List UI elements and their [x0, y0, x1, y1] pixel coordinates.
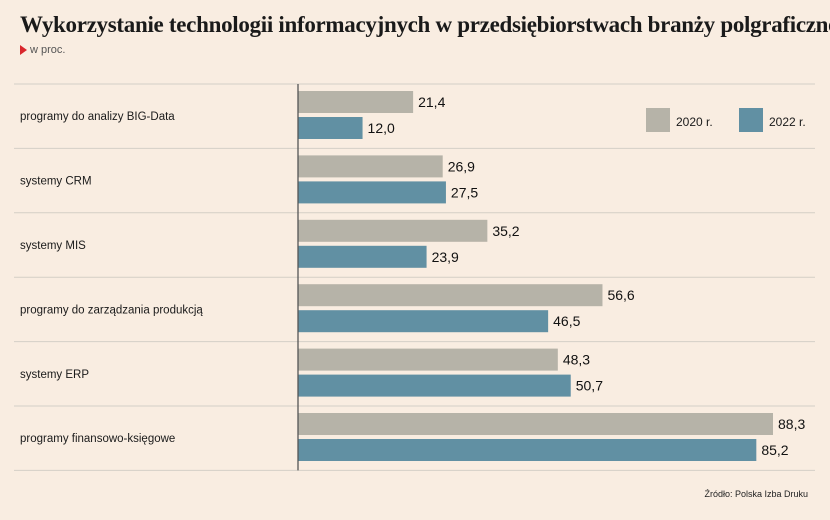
- bar-2022: [298, 439, 757, 461]
- data-label: 21,4: [418, 94, 445, 110]
- chart-subtitle: w proc.: [20, 44, 65, 56]
- data-label: 26,9: [448, 158, 475, 174]
- bar-2022: [298, 117, 363, 139]
- data-label: 50,7: [576, 378, 603, 394]
- triangle-icon: [20, 45, 27, 55]
- category-label: programy do zarządzania produkcją: [20, 304, 203, 316]
- category-label: systemy MIS: [20, 240, 86, 252]
- bar-2020: [298, 284, 603, 307]
- data-label: 85,2: [761, 442, 788, 458]
- bar-2020: [298, 91, 414, 113]
- legend-2022-swatch: [739, 108, 763, 132]
- data-label: 35,2: [492, 223, 519, 239]
- bar-2022: [298, 181, 446, 204]
- legend-2020-swatch: [646, 108, 670, 132]
- bar-2020: [298, 413, 773, 435]
- chart-title: Wykorzystanie technologii informacyjnych…: [20, 12, 830, 37]
- data-label: 48,3: [563, 352, 590, 368]
- data-label: 88,3: [778, 416, 805, 432]
- unit-label: w proc.: [30, 44, 66, 56]
- bar-2022: [298, 374, 571, 397]
- category-label: programy do analizy BIG-Data: [20, 111, 175, 123]
- data-label: 23,9: [432, 249, 459, 265]
- data-label: 56,6: [607, 287, 634, 303]
- category-label: programy finansowo-księgowe: [20, 433, 175, 445]
- data-label: 12,0: [368, 120, 395, 136]
- bar-2022: [298, 245, 427, 268]
- category-label: systemy CRM: [20, 176, 92, 188]
- legend-2020-label: 2020 r.: [676, 115, 713, 129]
- data-label: 46,5: [553, 313, 580, 329]
- source-note: Źródło: Polska Izba Druku: [704, 489, 808, 499]
- bar-2020: [298, 348, 558, 371]
- bar-2022: [298, 310, 549, 333]
- data-label: 27,5: [451, 184, 478, 200]
- category-label: systemy ERP: [20, 369, 89, 381]
- bar-2020: [298, 155, 443, 178]
- legend-2022-label: 2022 r.: [769, 115, 806, 129]
- bar-2020: [298, 219, 488, 242]
